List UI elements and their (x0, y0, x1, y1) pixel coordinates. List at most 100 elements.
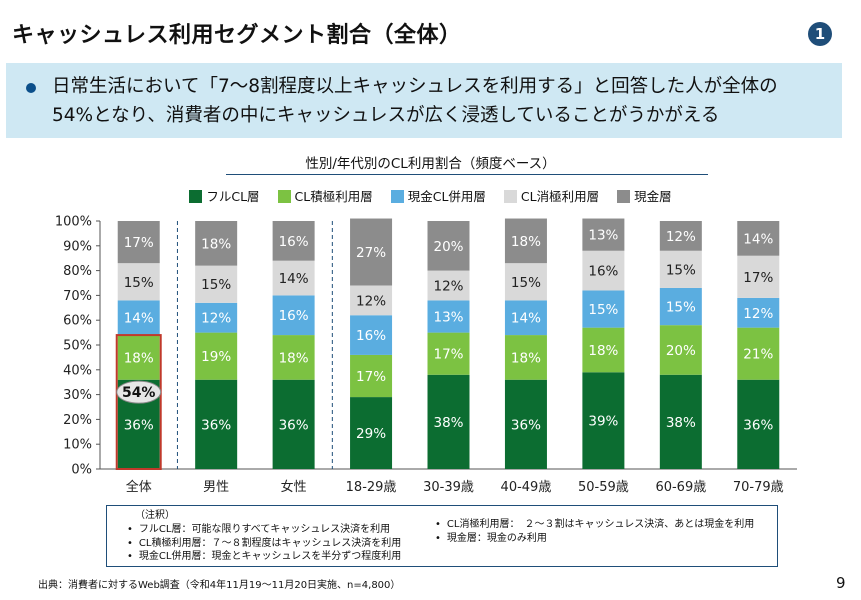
y-tick-label: 0% (71, 463, 92, 478)
note-item: • CL消極利用層： ２～３割はキャッシュレス決済、あとは現金を利用 (435, 518, 754, 532)
summary-banner: 日常生活において「7～8割程度以上キャッシュレスを利用する」と回答した人が全体の… (6, 63, 842, 138)
bar-segment (272, 379, 315, 469)
note-item: • CL積極利用層：７～８割程度はキャッシュレス決済を利用 (127, 537, 401, 551)
category-label: 全体 (126, 479, 152, 495)
data-label: 29% (356, 426, 386, 442)
y-tick-label: 90% (63, 239, 92, 254)
data-label: 36% (743, 417, 773, 433)
category-label: 18-29歳 (346, 480, 397, 495)
bar-segment (737, 379, 780, 469)
bar-segment (504, 335, 547, 380)
legend-item: 現金層 (617, 186, 672, 205)
note-text: フルCL層：可能な限りすべてキャッシュレス決済を利用 (138, 524, 391, 535)
bar-segment (272, 335, 315, 380)
bar-segment (272, 221, 315, 261)
note-item: • フルCL層：可能な限りすべてキャッシュレス決済を利用 (127, 523, 401, 537)
note-bullet: • (435, 519, 441, 530)
data-label: 15% (511, 275, 541, 291)
bar-segment (117, 263, 160, 301)
data-label: 14% (743, 231, 773, 247)
notes-heading: （注釈） (135, 510, 175, 521)
data-label: 36% (511, 417, 541, 433)
bar-segment (504, 263, 547, 301)
stacked-bar-chart: 0% 10% 20% 30% 40% 50% 60% 70% 80% 90% 100% 36% 18% 1… (55, 215, 797, 495)
data-label: 12% (356, 293, 386, 309)
data-label: 18% (511, 350, 541, 366)
summary-line-1: 日常生活において「7～8割程度以上キャッシュレスを利用する」と回答した人が全体の (52, 76, 778, 97)
legend-item: 現金CL併用層 (390, 186, 486, 205)
bar-segment (272, 295, 315, 336)
data-label: 16% (356, 328, 386, 344)
bar-segment (737, 221, 780, 256)
y-tick-label: 100% (55, 215, 92, 230)
note-bullet: • (435, 532, 441, 544)
bar-segment (659, 221, 702, 251)
legend-label: 現金層 (634, 189, 672, 204)
bar-segment (195, 332, 238, 380)
bar-segment (582, 327, 625, 373)
bar-segment (659, 374, 702, 469)
data-label: 18% (279, 350, 309, 366)
note-bullet: • (127, 537, 133, 549)
data-label: 20% (666, 343, 696, 359)
data-label: 38% (666, 415, 696, 431)
page-title: キャッシュレス利用セグメント割合（全体） (12, 23, 462, 48)
data-label: 39% (588, 414, 618, 430)
legend-item: CL積極利用層 (277, 186, 373, 205)
bar-segment (350, 354, 393, 398)
data-label: 36% (201, 417, 231, 433)
bar-segment (195, 265, 238, 303)
bar-segment (504, 379, 547, 469)
note-text: 現金層：現金のみ利用 (446, 532, 547, 544)
category-label: 50-59歳 (578, 480, 629, 495)
note-text: CL積極利用層：７～８割程度はキャッシュレス決済を利用 (138, 537, 402, 549)
bar-segment (427, 374, 470, 469)
bar-segment (350, 285, 393, 316)
bar-segment (427, 332, 470, 375)
data-label: 20% (433, 239, 463, 255)
chart-title-underline (226, 174, 708, 175)
y-tick-label: 70% (63, 289, 92, 304)
data-label: 16% (279, 308, 309, 324)
highlight-label: 54% (122, 385, 156, 401)
data-label: 15% (666, 262, 696, 278)
page-number-badge: 1 (808, 22, 832, 46)
highlight-border (115, 334, 162, 470)
category-label: 女性 (281, 479, 307, 495)
bar-segment (582, 218, 625, 251)
legend-swatch (617, 190, 631, 203)
data-label: 12% (433, 278, 463, 294)
legend-label: 現金CL併用層 (407, 189, 486, 204)
legend-label: CL積極利用層 (294, 189, 373, 204)
summary-line-2: 54%となり、消費者の中にキャッシュレスが広く浸透していることがうかがえる (52, 105, 720, 126)
bar-segment (659, 325, 702, 375)
bar-segment (582, 372, 625, 469)
data-label: 13% (433, 309, 463, 325)
data-label: 18% (588, 343, 618, 359)
y-tick-label: 20% (63, 413, 92, 428)
data-label: 14% (124, 311, 154, 327)
note-bullet: • (127, 524, 133, 535)
highlight-oval (116, 380, 162, 404)
note-text: 現金CL併用層：現金とキャッシュレスを半分ずつ程度利用 (138, 551, 402, 562)
bar-segment (737, 255, 780, 298)
bar-segment (427, 270, 470, 301)
category-label: 30-39歳 (423, 480, 474, 495)
bar-segment (195, 379, 238, 469)
legend-label: CL消極利用層 (520, 189, 600, 204)
bar-segment (582, 250, 625, 291)
data-label: 18% (511, 234, 541, 250)
bar-segment (737, 297, 780, 328)
data-label: 16% (279, 234, 309, 250)
bar-segment (350, 397, 393, 469)
data-label: 18% (201, 236, 231, 252)
legend-swatch (277, 190, 291, 203)
data-label: 17% (356, 369, 386, 385)
source-note: 出典：消費者に対するWeb調査（令和4年11月19～11月20日実施、n=4,8… (38, 580, 401, 591)
legend-item: CL消極利用層 (503, 186, 600, 205)
bar-segment (659, 250, 702, 288)
notes-left: • フルCL層：可能な限りすべてキャッシュレス決済を利用 • CL積極利用層：７～８… (127, 523, 401, 564)
data-label: 12% (666, 229, 696, 245)
data-label: 36% (124, 417, 154, 433)
y-tick-label: 80% (63, 264, 92, 279)
